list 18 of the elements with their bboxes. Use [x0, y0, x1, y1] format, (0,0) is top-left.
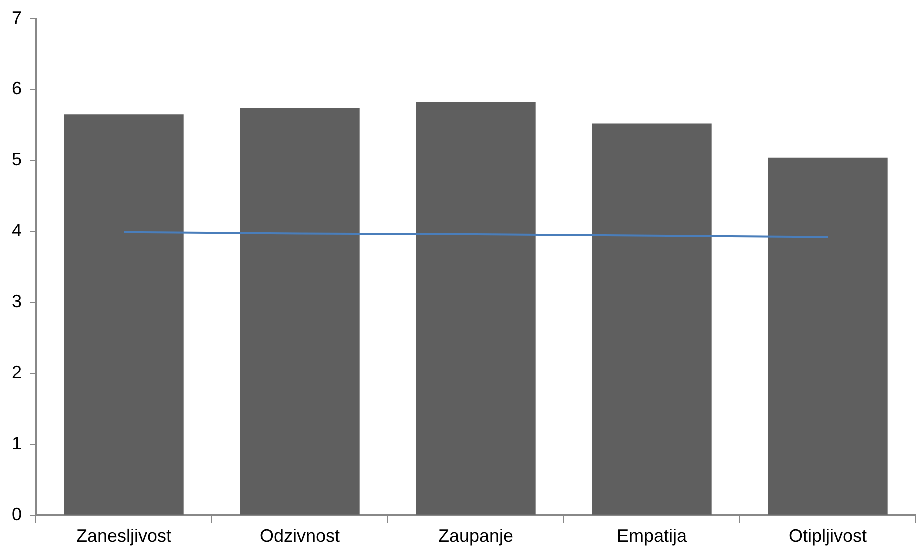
- y-tick-label: 0: [12, 504, 22, 524]
- y-tick-label: 5: [12, 150, 22, 170]
- bar: [768, 158, 888, 515]
- x-tick-label: Odzivnost: [260, 526, 340, 546]
- y-tick-label: 6: [12, 78, 22, 99]
- y-tick-label: 3: [12, 292, 22, 312]
- bar: [592, 124, 712, 515]
- x-tick-label: Empatija: [616, 526, 688, 546]
- y-tick-label: 2: [12, 362, 22, 382]
- y-tick-label: 1: [12, 433, 22, 454]
- x-tick-label: Zaupanje: [438, 526, 514, 546]
- y-tick-label: 7: [12, 8, 22, 28]
- y-tick-label: 4: [12, 220, 22, 241]
- x-tick-label: Zanesljivost: [76, 526, 172, 546]
- bar: [240, 108, 360, 515]
- bar: [64, 114, 184, 515]
- bar: [416, 102, 536, 515]
- x-tick-label: Otipljivost: [788, 526, 868, 546]
